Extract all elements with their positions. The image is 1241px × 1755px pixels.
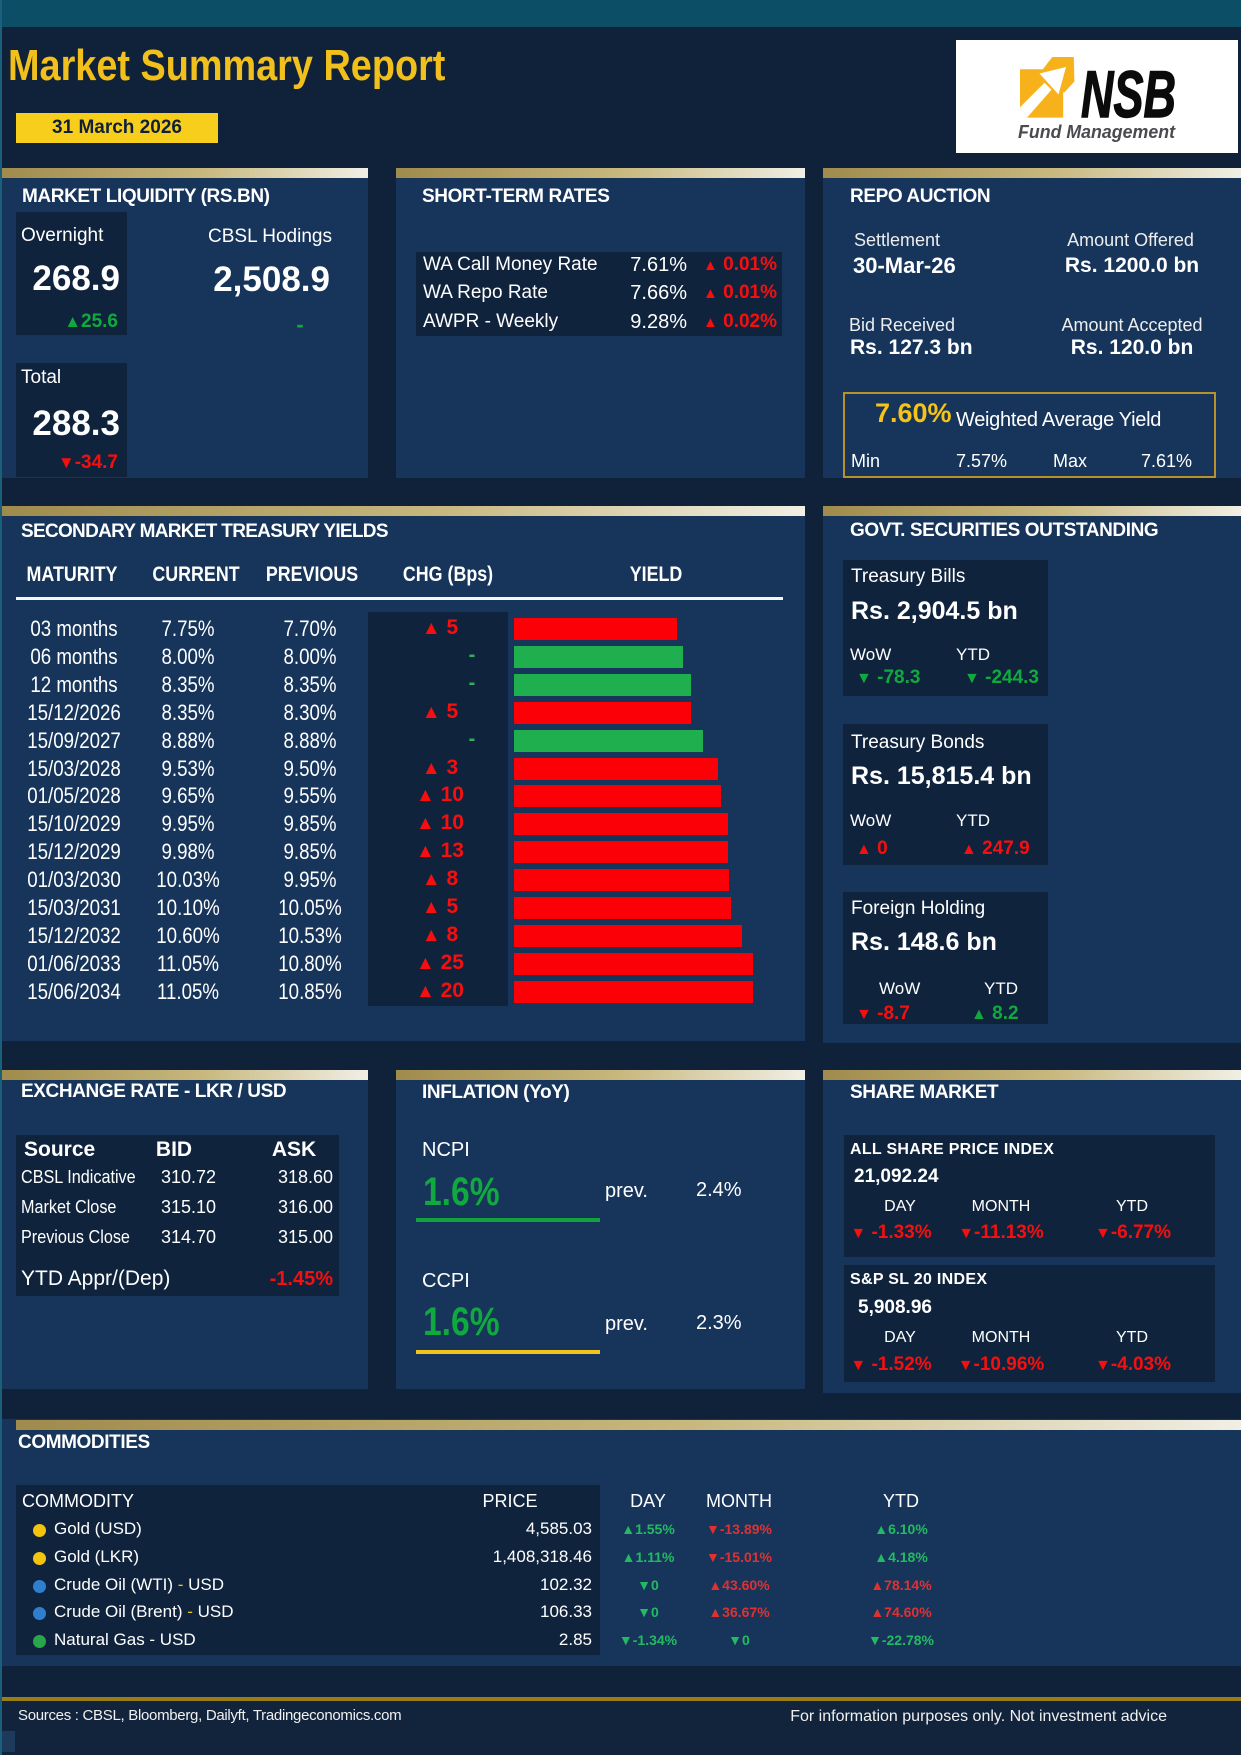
svg-text:Fund Management: Fund Management [1018, 122, 1176, 142]
svg-text:NSB: NSB [1081, 57, 1176, 131]
